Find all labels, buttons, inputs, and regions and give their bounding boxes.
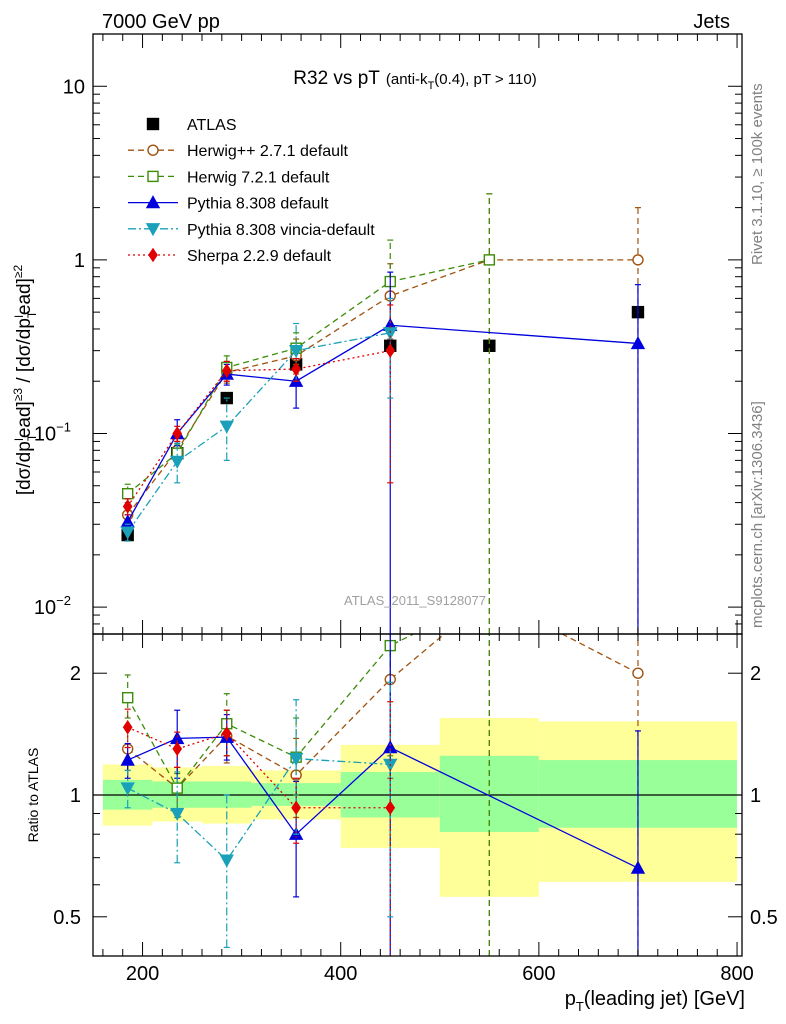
main-y-tick-label-3: 10 [63, 76, 85, 98]
main-vincia-point-3 [288, 344, 304, 359]
legend-marker-sherpa [148, 247, 158, 263]
plot-title-sub-sub: T [428, 80, 435, 92]
main-vincia-point-2 [219, 420, 234, 434]
main-sherpa-point-1 [172, 426, 183, 441]
ratio-pythia-line [127, 736, 639, 869]
main-y-tick-label-base-3: 10 [63, 76, 85, 98]
legend-entry-vincia: Pythia 8.308 vincia-default [128, 222, 375, 239]
legend-label-data: ATLAS [187, 117, 237, 134]
ratio-herwigpp-point-6 [632, 667, 644, 679]
ratio-y-tick-label-left-1: 1 [70, 785, 81, 807]
main-sherpa-point-3 [291, 361, 301, 377]
legend-marker-pythia [145, 195, 161, 209]
main-vincia-point-1 [170, 455, 185, 469]
x-tick-label-1: 400 [324, 963, 357, 985]
ratio-vincia-point-0 [120, 782, 135, 796]
legend-entry-herwigpp: Herwig++ 2.7.1 default [128, 143, 349, 160]
ratio-y-tick-label-left-0: 0.5 [53, 907, 81, 929]
legend-marker-herwig7 [147, 170, 159, 183]
rivet-label: Rivet 3.1.10, ≥ 100k events [749, 83, 766, 265]
ratio-y-axis-label: Ratio to ATLAS [25, 748, 41, 843]
ratio-y-tick-label-left-2: 2 [70, 663, 81, 685]
main-y-tick-label-0: 10−2 [34, 593, 71, 619]
legend-marker-herwigpp [147, 144, 159, 156]
legend-label-vincia: Pythia 8.308 vincia-default [187, 222, 375, 239]
main-vincia-line [127, 332, 391, 533]
ratio-pythia-point-5 [630, 860, 646, 874]
legend-label-sherpa: Sherpa 2.2.9 default [187, 248, 332, 265]
ratio-sherpa-series [122, 701, 396, 956]
plot-title: R32 vs pT (anti-kT(0.4), pT > 110) [293, 68, 536, 92]
main-sherpa-point-4 [385, 343, 396, 358]
x-axis-label: pT(leading jet) [GeV] [565, 988, 745, 1014]
header-left: 7000 GeV pp [102, 11, 220, 33]
main-pythia-line [127, 324, 639, 523]
legend-marker-vincia [145, 223, 161, 237]
plot-title-sub: (anti-k [386, 71, 428, 88]
ratio-y-tick-label-right-1: 1 [750, 785, 761, 807]
main-pythia-point-5 [630, 336, 646, 350]
legend-label-herwigpp: Herwig++ 2.7.1 default [187, 143, 349, 160]
main-y-tick-label-base-1: 10 [34, 423, 56, 445]
header-right: Jets [693, 11, 730, 33]
legend-entry-sherpa: Sherpa 2.2.9 default [128, 247, 332, 265]
ratio-series-group [120, 634, 646, 956]
main-y-tick-label-base-2: 1 [74, 250, 85, 272]
main-herwig7-point-5 [483, 254, 496, 266]
legend: ATLAS Herwig++ 2.7.1 default Herwig 7.2.1 … [128, 117, 375, 265]
ratio-herwig7-line [127, 634, 416, 790]
main-sherpa-series [122, 304, 396, 516]
main-herwig7-point-0 [121, 487, 134, 500]
ratio-vincia-point-1 [170, 807, 185, 821]
main-y-tick-label-exp-1: −1 [56, 419, 71, 434]
ratio-sherpa-point-2 [221, 726, 232, 741]
legend-label-pythia: Pythia 8.308 default [187, 196, 329, 213]
main-y-tick-label-1: 10−1 [34, 419, 71, 445]
ratio-vincia-point-2 [219, 854, 234, 868]
ratio-sherpa-point-0 [122, 720, 133, 735]
main-y-tick-label-base-0: 10 [34, 597, 56, 619]
ratio-pythia-point-0 [120, 752, 135, 766]
plot-title-main: R32 vs pT [293, 68, 380, 89]
main-vincia-point-0 [120, 526, 135, 540]
main-data-series [121, 305, 645, 542]
legend-entry-pythia: Pythia 8.308 default [128, 195, 329, 213]
legend-label-herwig7: Herwig 7.2.1 default [187, 169, 330, 186]
ratio-vincia-point-3 [288, 752, 304, 767]
main-y-axis-label: [dσ/dpTlead]≥3 / [dσ/dpTlead]≥2 [11, 265, 39, 496]
main-herwig7-line [127, 259, 490, 495]
legend-marker-data [146, 117, 160, 131]
mcplots-label: mcplots.cern.ch [arXiv:1306.3436] [749, 401, 766, 628]
main-herwigpp-point-6 [632, 254, 644, 266]
x-tick-label-2: 600 [522, 963, 555, 985]
main-sherpa-line [127, 350, 391, 507]
main-y-tick-label-2: 1 [74, 250, 85, 272]
legend-entry-herwig7: Herwig 7.2.1 default [128, 169, 330, 186]
x-tick-label-3: 800 [720, 963, 753, 985]
ratio-sherpa-point-4 [385, 800, 396, 816]
main-herwigpp-line [127, 259, 638, 516]
ratio-sherpa-point-1 [172, 741, 183, 757]
main-series-group [120, 193, 646, 634]
main-vincia-series [120, 297, 398, 542]
x-tick-label-0: 200 [126, 963, 159, 985]
ratio-y-tick-label-right-0: 0.5 [750, 907, 778, 929]
main-y-tick-label-exp-0: −2 [56, 593, 71, 608]
plot-title-sub-tail: (0.4), pT > 110) [434, 71, 536, 88]
main-sherpa-point-0 [122, 499, 133, 514]
watermark: ATLAS_2011_S9128077 [344, 593, 486, 608]
ratio-sherpa-point-3 [291, 800, 301, 816]
ratio-y-tick-label-right-2: 2 [750, 663, 761, 685]
main-herwig7-series [121, 193, 496, 634]
main-sherpa-point-2 [221, 363, 232, 378]
legend-entry-data: ATLAS [146, 117, 237, 134]
ratio-herwig7-point-0 [121, 691, 134, 704]
main-vincia-point-4 [383, 327, 398, 341]
